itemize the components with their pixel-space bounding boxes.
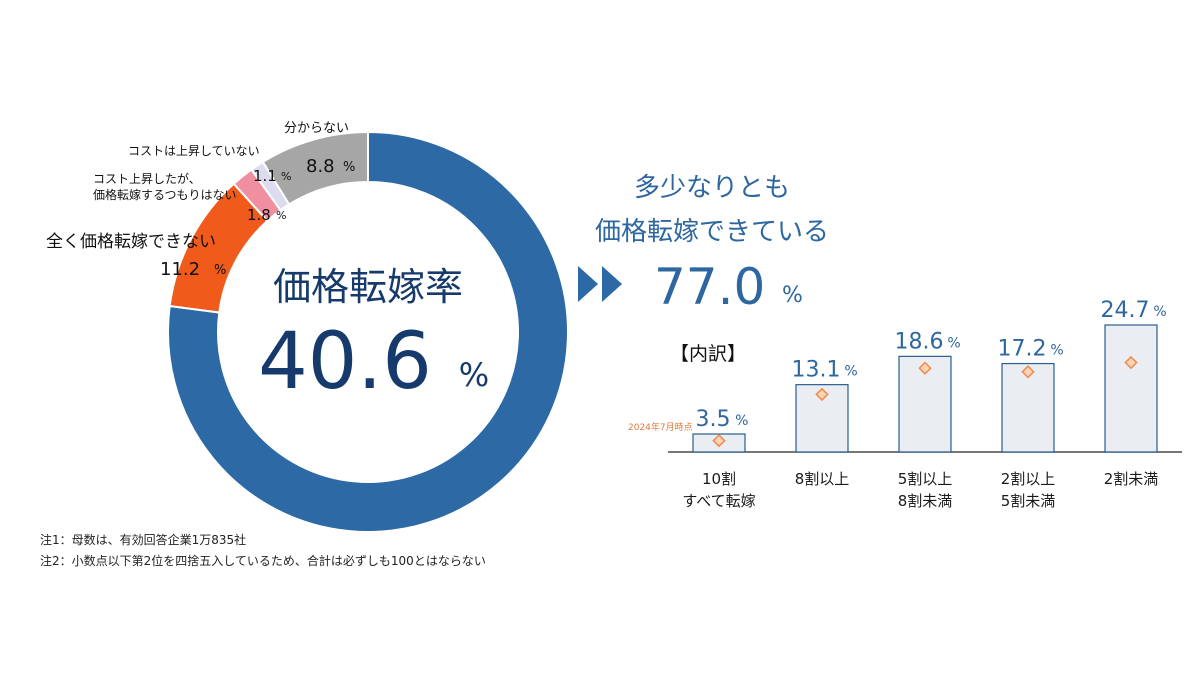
bar-value-label: 13.1 — [792, 358, 841, 383]
slice-unit-none: % — [214, 263, 226, 278]
slice-unit-cost-not-up: % — [281, 170, 291, 183]
bar-value-unit: % — [947, 335, 960, 351]
bar-category-label: 2割以上 5割未満 — [1000, 470, 1056, 510]
bar-value-unit: % — [1050, 343, 1063, 359]
bar-value-label: 18.6 — [895, 329, 944, 354]
slice-label-cost-up-line2: 価格転嫁するつもりはない — [93, 187, 237, 202]
marker-point — [918, 361, 932, 375]
slice-label-unknown: 分からない — [284, 121, 349, 136]
bar-value-unit: % — [844, 364, 857, 380]
bar-total-unit: % — [782, 283, 803, 308]
slice-label-none: 全く価格転嫁できない — [46, 232, 216, 252]
marker-point — [815, 387, 829, 402]
donut-center-value: 40.6 — [258, 317, 432, 407]
donut-slice-unknown — [261, 130, 369, 206]
note-2: 注2：小数点以下第2位を四捨五入しているため、合計は必ずしも100とはならない — [40, 554, 486, 568]
bar-value-label: 17.2 — [998, 337, 1047, 362]
bar-chart: 3.5 %13.1 %18.6% 17.2 %24.7% — [668, 298, 1182, 453]
bar-value-unit: % — [735, 413, 748, 429]
donut-center-title: 価格転嫁率 — [273, 265, 463, 309]
arrow-icon — [578, 266, 598, 302]
marker-point — [1021, 365, 1035, 379]
slice-unit-unknown: % — [343, 160, 355, 175]
slice-label-cost-not-up: コストは上昇していない — [128, 144, 260, 158]
bar-category-label: 2割未満 — [1103, 470, 1159, 488]
bar-value-label: 3.5 — [696, 407, 731, 432]
marker-point — [1124, 355, 1138, 370]
bar — [1104, 324, 1158, 453]
slice-label-cost-up-line1: コスト上昇したが、 — [93, 171, 201, 186]
slice-value-unknown: 8.8 — [306, 156, 335, 177]
bar-header-line1: 多少なりとも — [634, 173, 790, 203]
donut-slice-transferred — [167, 130, 569, 533]
bar-category-label: 5割以上 8割未満 — [897, 470, 953, 510]
bar-total-value: 77.0 — [654, 258, 765, 316]
slice-value-cost-not-up: 1.1 — [253, 167, 277, 185]
bar-value-unit: % — [1153, 304, 1166, 320]
bar-header-line2: 価格転嫁できている — [595, 217, 829, 247]
slice-value-none: 11.2 — [160, 259, 200, 280]
donut-chart — [167, 130, 569, 533]
bar-value-label: 24.7 — [1101, 298, 1150, 323]
marker-legend-label: 2024年7月時点 — [628, 421, 693, 433]
donut-center-unit: % — [459, 356, 489, 394]
bar-inner-title: 【内訳】 — [670, 343, 746, 365]
bar-category-label: 8割以上 — [794, 470, 850, 488]
slice-unit-cost-up: % — [276, 209, 286, 222]
arrow-icon — [602, 266, 622, 302]
slice-value-cost-up: 1.8 — [247, 206, 271, 224]
note-1: 注1：母数は、有効回答企業1万835社 — [40, 533, 247, 547]
marker-point — [712, 433, 726, 448]
bar-category-label: 10割 すべて転嫁 — [682, 470, 756, 510]
